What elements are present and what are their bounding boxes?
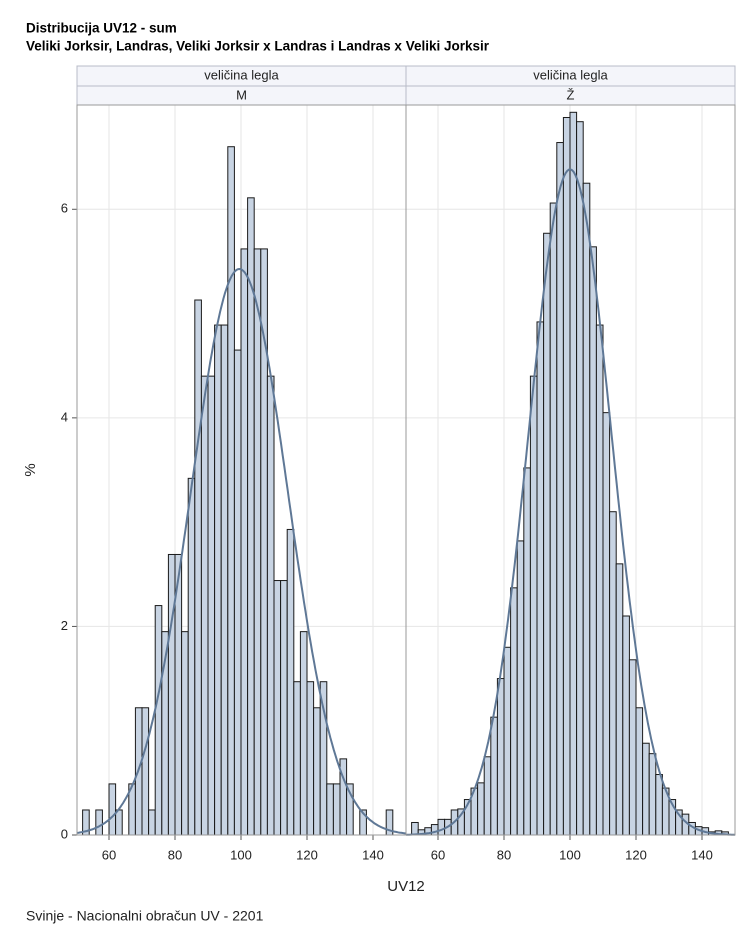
y-tick-label: 6 bbox=[61, 201, 68, 216]
bar bbox=[549, 202, 558, 836]
bar bbox=[609, 511, 617, 836]
bar bbox=[655, 774, 663, 836]
bar bbox=[293, 681, 301, 836]
bar bbox=[194, 299, 202, 836]
bar bbox=[490, 716, 498, 836]
bar bbox=[648, 753, 657, 836]
bar bbox=[562, 117, 571, 836]
bar bbox=[642, 742, 650, 836]
panel-header-label: veličina legla bbox=[204, 67, 279, 82]
y-tick-label: 4 bbox=[61, 409, 68, 424]
x-tick-label: 140 bbox=[691, 847, 713, 862]
bar bbox=[536, 321, 545, 836]
x-tick-label: 80 bbox=[497, 847, 511, 862]
bar bbox=[108, 783, 117, 836]
bar bbox=[154, 605, 163, 836]
panel-label: M bbox=[236, 87, 247, 102]
bar bbox=[332, 783, 341, 836]
bar bbox=[266, 375, 275, 836]
x-tick-label: 60 bbox=[102, 847, 116, 862]
bar bbox=[503, 646, 512, 836]
bar bbox=[628, 659, 637, 836]
bar bbox=[411, 821, 419, 836]
bar bbox=[569, 111, 578, 836]
bar bbox=[496, 678, 505, 836]
bar bbox=[115, 809, 123, 836]
bar bbox=[529, 375, 538, 836]
bar bbox=[576, 121, 584, 836]
bar bbox=[286, 528, 295, 836]
bar bbox=[280, 580, 288, 836]
bar bbox=[483, 756, 492, 836]
x-tick-label: 120 bbox=[625, 847, 647, 862]
y-axis-label: % bbox=[22, 463, 39, 476]
bar bbox=[556, 142, 564, 836]
bar bbox=[141, 707, 150, 836]
x-tick-label: 100 bbox=[559, 847, 581, 862]
bar bbox=[510, 587, 518, 836]
normal-curve bbox=[405, 168, 736, 836]
bar bbox=[437, 818, 446, 836]
x-tick-label: 140 bbox=[362, 847, 384, 862]
bar bbox=[167, 553, 176, 836]
x-axis-label: UV12 bbox=[387, 878, 425, 895]
x-tick-label: 80 bbox=[168, 847, 182, 862]
bar bbox=[187, 477, 196, 836]
x-tick-label: 100 bbox=[230, 847, 252, 862]
bar bbox=[273, 580, 282, 836]
bar bbox=[516, 540, 525, 836]
bar bbox=[622, 615, 630, 836]
panel-header-label: veličina legla bbox=[533, 67, 608, 82]
bar bbox=[589, 246, 597, 836]
chart-title: Distribucija UV12 - sum bbox=[26, 21, 177, 36]
bar bbox=[326, 783, 334, 836]
bar bbox=[207, 375, 216, 836]
chart-subtitle: Veliki Jorksir, Landras, Veliki Jorksir … bbox=[26, 39, 490, 54]
bar bbox=[220, 324, 229, 836]
panel-label: Ž bbox=[567, 87, 575, 102]
normal-curve bbox=[76, 267, 407, 835]
bar bbox=[543, 232, 551, 836]
bar bbox=[214, 324, 222, 836]
panel-frame bbox=[405, 104, 736, 836]
bar bbox=[313, 707, 321, 836]
bar bbox=[240, 248, 249, 836]
bar bbox=[253, 248, 262, 836]
bar bbox=[181, 631, 189, 836]
bar bbox=[595, 324, 604, 836]
bar bbox=[477, 782, 485, 836]
bar bbox=[227, 146, 235, 836]
bar bbox=[200, 375, 209, 836]
bar bbox=[299, 631, 308, 836]
bar bbox=[306, 681, 315, 836]
footnote: Svinje - Nacionalni obračun UV - 2201 bbox=[26, 908, 264, 924]
bar bbox=[635, 707, 644, 836]
bar bbox=[582, 182, 591, 836]
y-tick-label: 2 bbox=[61, 618, 68, 633]
y-tick-label: 0 bbox=[61, 826, 68, 841]
bar bbox=[148, 809, 156, 836]
bar bbox=[95, 809, 103, 836]
bar bbox=[615, 563, 624, 836]
x-tick-label: 60 bbox=[431, 847, 445, 862]
bar bbox=[602, 412, 611, 836]
x-tick-label: 120 bbox=[296, 847, 318, 862]
bar bbox=[523, 467, 531, 836]
bar bbox=[233, 349, 242, 836]
